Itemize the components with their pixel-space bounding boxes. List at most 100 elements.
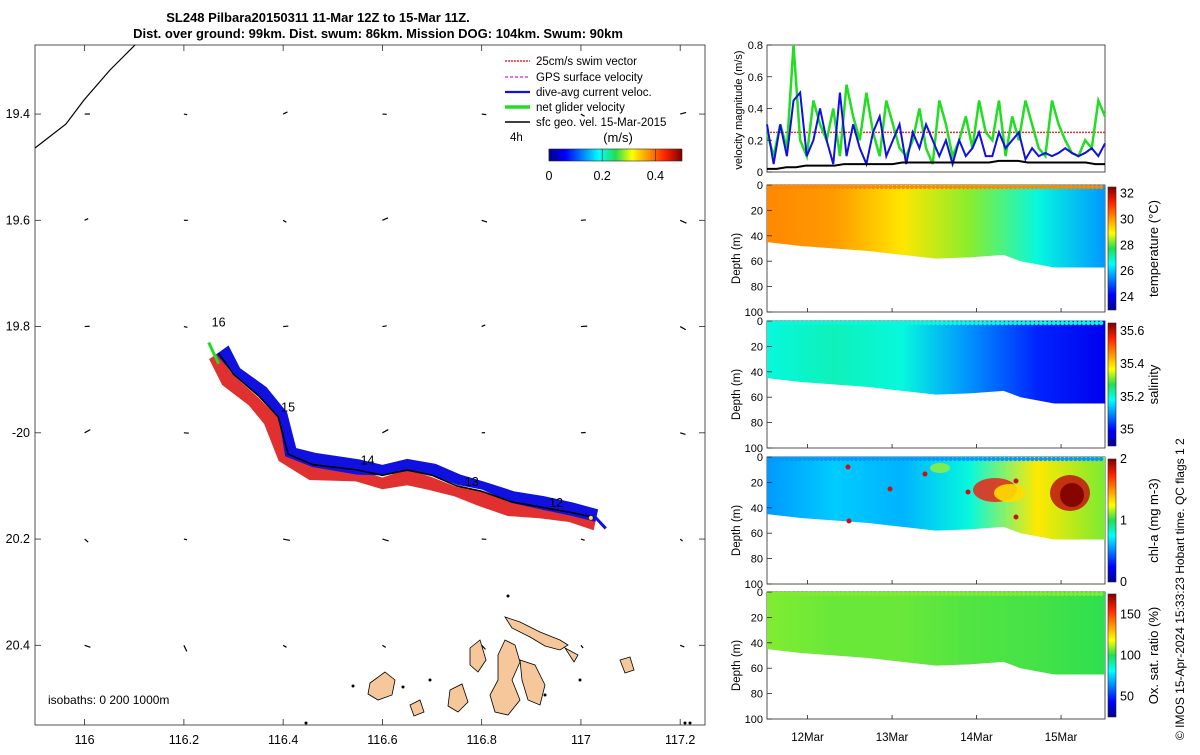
sample-dot [923,321,927,325]
sample-dot [837,185,841,189]
sample-dot [1043,457,1047,461]
sample-dot [991,185,995,189]
sample-dot [802,457,806,461]
sample-dot [1077,185,1081,189]
sample-dot [884,321,888,325]
chl-dot [888,487,893,492]
sample-dot [888,185,892,189]
vel-ytick-label: 0.2 [748,135,763,147]
sample-dot [862,457,866,461]
sample-dot [837,457,841,461]
sample-dot [1060,457,1064,461]
sample-dot [1026,185,1030,189]
sample-dot [807,457,811,461]
map-ytick-label: 19.8 [6,320,30,334]
sample-dot [918,592,922,596]
map-xtick-label: 116.6 [367,733,397,747]
day-label: 13 [465,475,479,489]
sample-dot [936,457,940,461]
sample-dot [983,457,987,461]
sample-dot [979,321,983,325]
sample-dot [828,185,832,189]
sample-dot [1043,185,1047,189]
sample-dot [1030,321,1034,325]
sample-dot [789,321,793,325]
sample-dot [867,185,871,189]
islet [352,685,355,688]
section-ytick-label: 0 [757,587,763,599]
sample-dot [944,592,948,596]
section-ytick-label: 60 [751,392,763,404]
section-ctick-label: 30 [1120,212,1134,226]
sample-dot [875,185,879,189]
sample-dot [854,457,858,461]
map-xtick-label: 117.2 [665,733,695,747]
sample-dot [789,457,793,461]
chl-dot [846,465,851,470]
sample-dot [1004,592,1008,596]
sample-dot [1009,457,1013,461]
sample-dot [1099,321,1103,325]
islet [429,679,432,682]
sample-dot [867,457,871,461]
cbar-tick-label: 0.2 [594,169,611,183]
section-ytick-label: 40 [751,638,763,650]
sample-dot [794,321,798,325]
sample-dot [1077,592,1081,596]
sample-dot [983,321,987,325]
sample-dot [880,457,884,461]
end-marker [589,516,593,520]
islet [579,679,582,682]
sample-dot [979,185,983,189]
section-xtick-label: 12Mar [791,732,824,744]
section-ctick-label: 35.2 [1120,390,1144,404]
legend-interval: 4h [510,132,523,144]
sample-dot [961,185,965,189]
section-xtick-label: 13Mar [876,732,909,744]
section-ytick-label: 40 [751,231,763,243]
chl-dot [847,519,852,524]
map-ytick-label: 19.4 [6,107,30,121]
isobath-note: isobaths: 0 200 1000m [48,693,169,707]
sample-dot [1017,592,1021,596]
sample-dot [1022,457,1026,461]
credit: © IMOS 15-Apr-2024 15:33:23 Hobart time.… [1173,438,1187,740]
section-ytick-label: 0 [757,180,763,192]
sample-dot [987,457,991,461]
sample-dot [1099,185,1103,189]
section-ytick-label: 40 [751,367,763,379]
sample-dot [841,592,845,596]
section-colorbar [1108,187,1116,310]
sample-dot [854,592,858,596]
sample-dot [1073,457,1077,461]
sample-dot [1090,457,1094,461]
sample-dot [953,321,957,325]
sample-dot [910,185,914,189]
sample-dot [807,592,811,596]
sample-dot [1043,592,1047,596]
sample-dot [845,457,849,461]
sample-dot [811,321,815,325]
sample-dot [901,457,905,461]
map-xtick-label: 116 [75,733,95,747]
section-ytick-label: 40 [751,503,763,515]
chl-patch [1060,483,1084,507]
legend-dive: dive-avg current veloc. [536,87,652,99]
sample-dot [1065,321,1069,325]
section-clabel: salinity [1146,364,1161,404]
sample-dot [819,457,823,461]
sample-dot [996,321,1000,325]
sample-dot [1004,321,1008,325]
sample-dot [1022,592,1026,596]
sample-dot [979,592,983,596]
sample-dot [1000,592,1004,596]
map-frame [35,45,705,725]
vel-ytick-label: 0.8 [748,40,763,52]
sfc-vel-arrow [482,114,487,115]
sample-dot [798,321,802,325]
sample-dot [768,592,772,596]
sample-dot [905,457,909,461]
sample-dot [832,321,836,325]
section-ylabel: Depth (m) [731,369,743,420]
